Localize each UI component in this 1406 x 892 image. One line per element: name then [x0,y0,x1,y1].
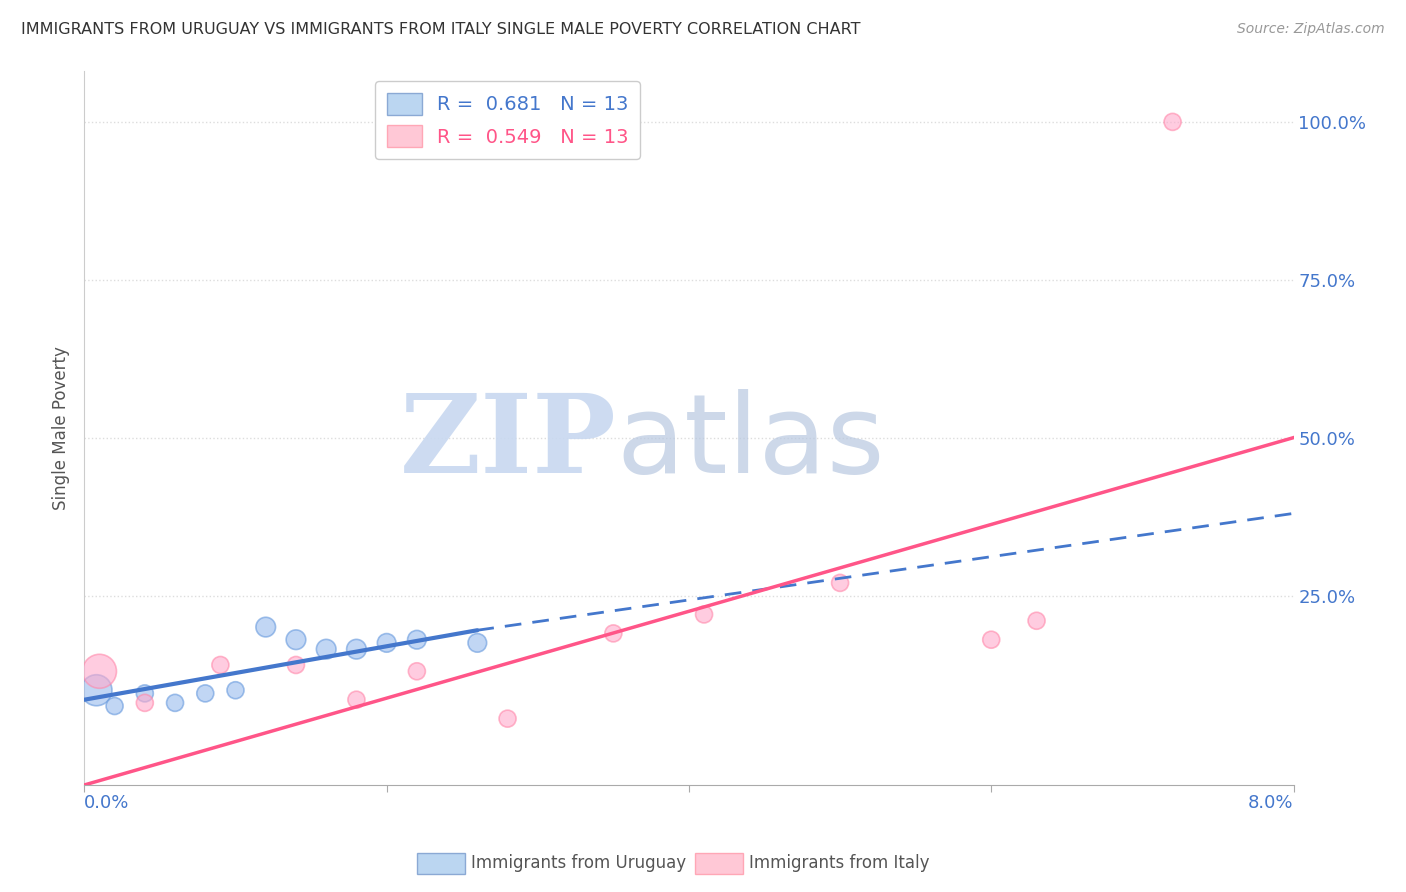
Text: Source: ZipAtlas.com: Source: ZipAtlas.com [1237,22,1385,37]
Point [285,657,308,672]
Y-axis label: Single Male Poverty: Single Male Poverty [52,346,70,510]
Point [346,642,368,657]
FancyBboxPatch shape [695,853,744,874]
Point [285,632,308,647]
Point [1025,614,1047,628]
Point [254,620,277,634]
Point [165,696,187,710]
Point [406,665,429,679]
Point [134,686,156,700]
Point [830,575,852,590]
Point [980,632,1002,647]
Point [104,699,127,714]
Text: 0.0%: 0.0% [84,795,129,813]
Point [467,636,489,650]
Point [375,636,398,650]
Text: ZIP: ZIP [399,389,616,496]
Point [86,683,108,698]
Point [406,632,429,647]
Point [89,665,111,679]
FancyBboxPatch shape [418,853,465,874]
Legend: R =  0.681   N = 13, R =  0.549   N = 13: R = 0.681 N = 13, R = 0.549 N = 13 [375,81,640,159]
Text: atlas: atlas [616,389,884,496]
Point [1161,115,1184,129]
Point [134,696,156,710]
Point [693,607,716,622]
Point [346,692,368,706]
Point [209,657,232,672]
Text: 8.0%: 8.0% [1249,795,1294,813]
Text: Immigrants from Italy: Immigrants from Italy [749,855,929,872]
Point [194,686,217,700]
Text: IMMIGRANTS FROM URUGUAY VS IMMIGRANTS FROM ITALY SINGLE MALE POVERTY CORRELATION: IMMIGRANTS FROM URUGUAY VS IMMIGRANTS FR… [21,22,860,37]
Point [602,626,624,640]
Point [225,683,247,698]
Text: Immigrants from Uruguay: Immigrants from Uruguay [471,855,686,872]
Point [496,712,519,726]
Point [315,642,337,657]
